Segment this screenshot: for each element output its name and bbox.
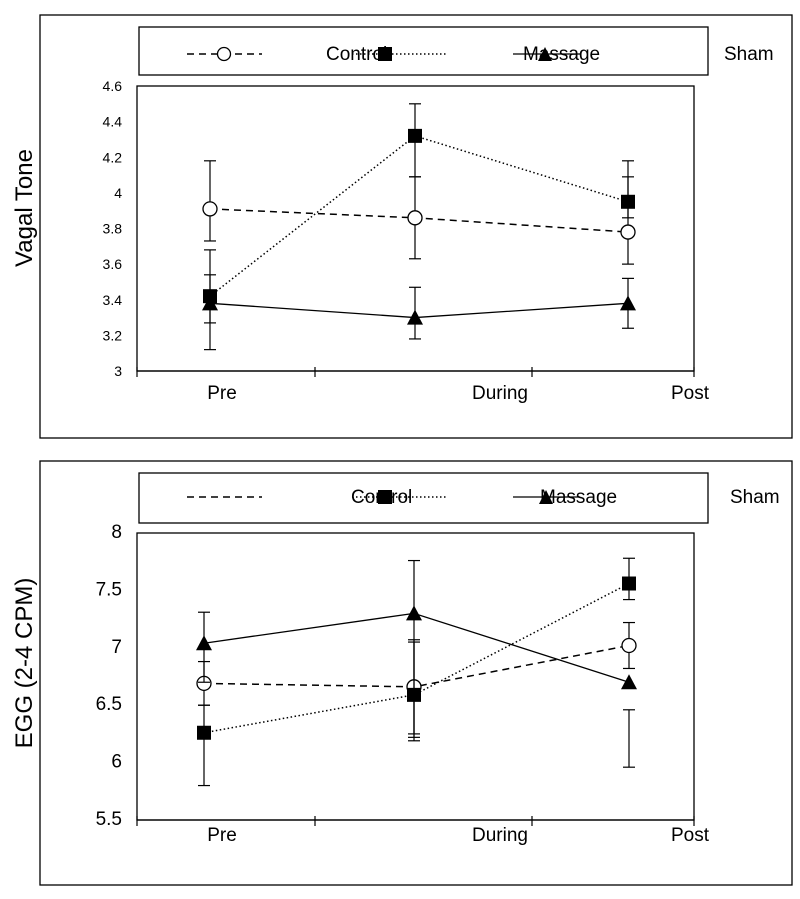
x-tick-label: Post bbox=[671, 383, 710, 404]
x-axis: Pre During Post bbox=[136, 816, 710, 846]
y-tick-label: 3 bbox=[114, 363, 122, 379]
series-sham bbox=[202, 249, 636, 351]
y-tick-label: 3.2 bbox=[103, 327, 123, 343]
data-point bbox=[622, 576, 636, 591]
y-tick-label: 3.4 bbox=[103, 292, 123, 308]
y-axis-title: EGG (2-4 CPM) bbox=[11, 578, 38, 749]
data-marks bbox=[196, 557, 637, 787]
legend-frame bbox=[138, 26, 709, 76]
data-point bbox=[202, 201, 218, 217]
x-tick-label: Pre bbox=[207, 383, 237, 404]
data-point bbox=[406, 605, 422, 621]
x-tick-label: During bbox=[472, 825, 528, 846]
y-tick-label: 4 bbox=[114, 185, 122, 201]
legend-label-sham: Sham bbox=[724, 44, 774, 65]
data-point bbox=[621, 637, 637, 654]
data-marks bbox=[202, 103, 636, 351]
y-tick-label: 6 bbox=[111, 752, 122, 773]
legend: Control Massage Sham bbox=[138, 472, 780, 524]
data-point bbox=[196, 635, 212, 651]
data-point bbox=[407, 210, 423, 226]
x-tick-label: Post bbox=[671, 825, 710, 846]
series-line bbox=[203, 612, 630, 683]
y-tick-label: 8 bbox=[111, 522, 122, 543]
data-point bbox=[197, 725, 211, 740]
y-tick-label: 7 bbox=[111, 637, 122, 658]
series-massage bbox=[197, 557, 636, 787]
series-sham bbox=[196, 559, 637, 768]
y-tick-label: 3.8 bbox=[103, 221, 123, 237]
egg-panel: Control Massage Sham EGG (2-4 CPM) 5.5 6 6… bbox=[11, 460, 793, 886]
y-tick-label: 4.4 bbox=[103, 114, 123, 130]
series-line bbox=[209, 302, 629, 319]
legend-marker-sham bbox=[539, 490, 553, 504]
y-axis-title: Vagal Tone bbox=[11, 149, 38, 267]
x-axis: Pre During Post bbox=[136, 367, 710, 404]
legend-marker-control bbox=[216, 46, 232, 62]
data-point bbox=[620, 224, 636, 240]
data-point bbox=[408, 128, 422, 143]
legend-label-sham: Sham bbox=[730, 487, 780, 508]
legend-frame bbox=[138, 472, 709, 524]
x-tick-label: Pre bbox=[207, 825, 237, 846]
y-tick-label: 5.5 bbox=[96, 809, 122, 830]
data-point bbox=[621, 674, 637, 690]
data-point bbox=[620, 295, 636, 311]
panel-frame bbox=[39, 14, 793, 439]
panel-frame bbox=[39, 460, 793, 886]
x-tick-label: During bbox=[472, 383, 528, 404]
y-tick-label: 7.5 bbox=[96, 579, 122, 600]
legend-marker-massage bbox=[378, 47, 392, 61]
data-point bbox=[202, 295, 218, 311]
y-tick-label: 6.5 bbox=[96, 694, 122, 715]
vagal-tone-panel: Control Massage Sham Vagal Tone 33.23.43… bbox=[11, 14, 793, 439]
legend: Control Massage Sham bbox=[138, 26, 774, 76]
y-axis-ticks: 3 3.2 3.4 3.6 3.8 4 4.2 4.4 4.6 bbox=[103, 78, 123, 379]
y-axis-ticks: 5.5 6 6.5 7 7.5 8 bbox=[96, 522, 122, 830]
data-point bbox=[407, 309, 423, 325]
y-tick-label: 3.6 bbox=[103, 256, 123, 272]
legend-marker-sham bbox=[538, 47, 552, 61]
data-point bbox=[621, 194, 635, 209]
y-tick-label: 4.2 bbox=[103, 149, 123, 165]
y-tick-label: 4.6 bbox=[103, 78, 123, 94]
legend-marker-massage bbox=[378, 490, 392, 504]
